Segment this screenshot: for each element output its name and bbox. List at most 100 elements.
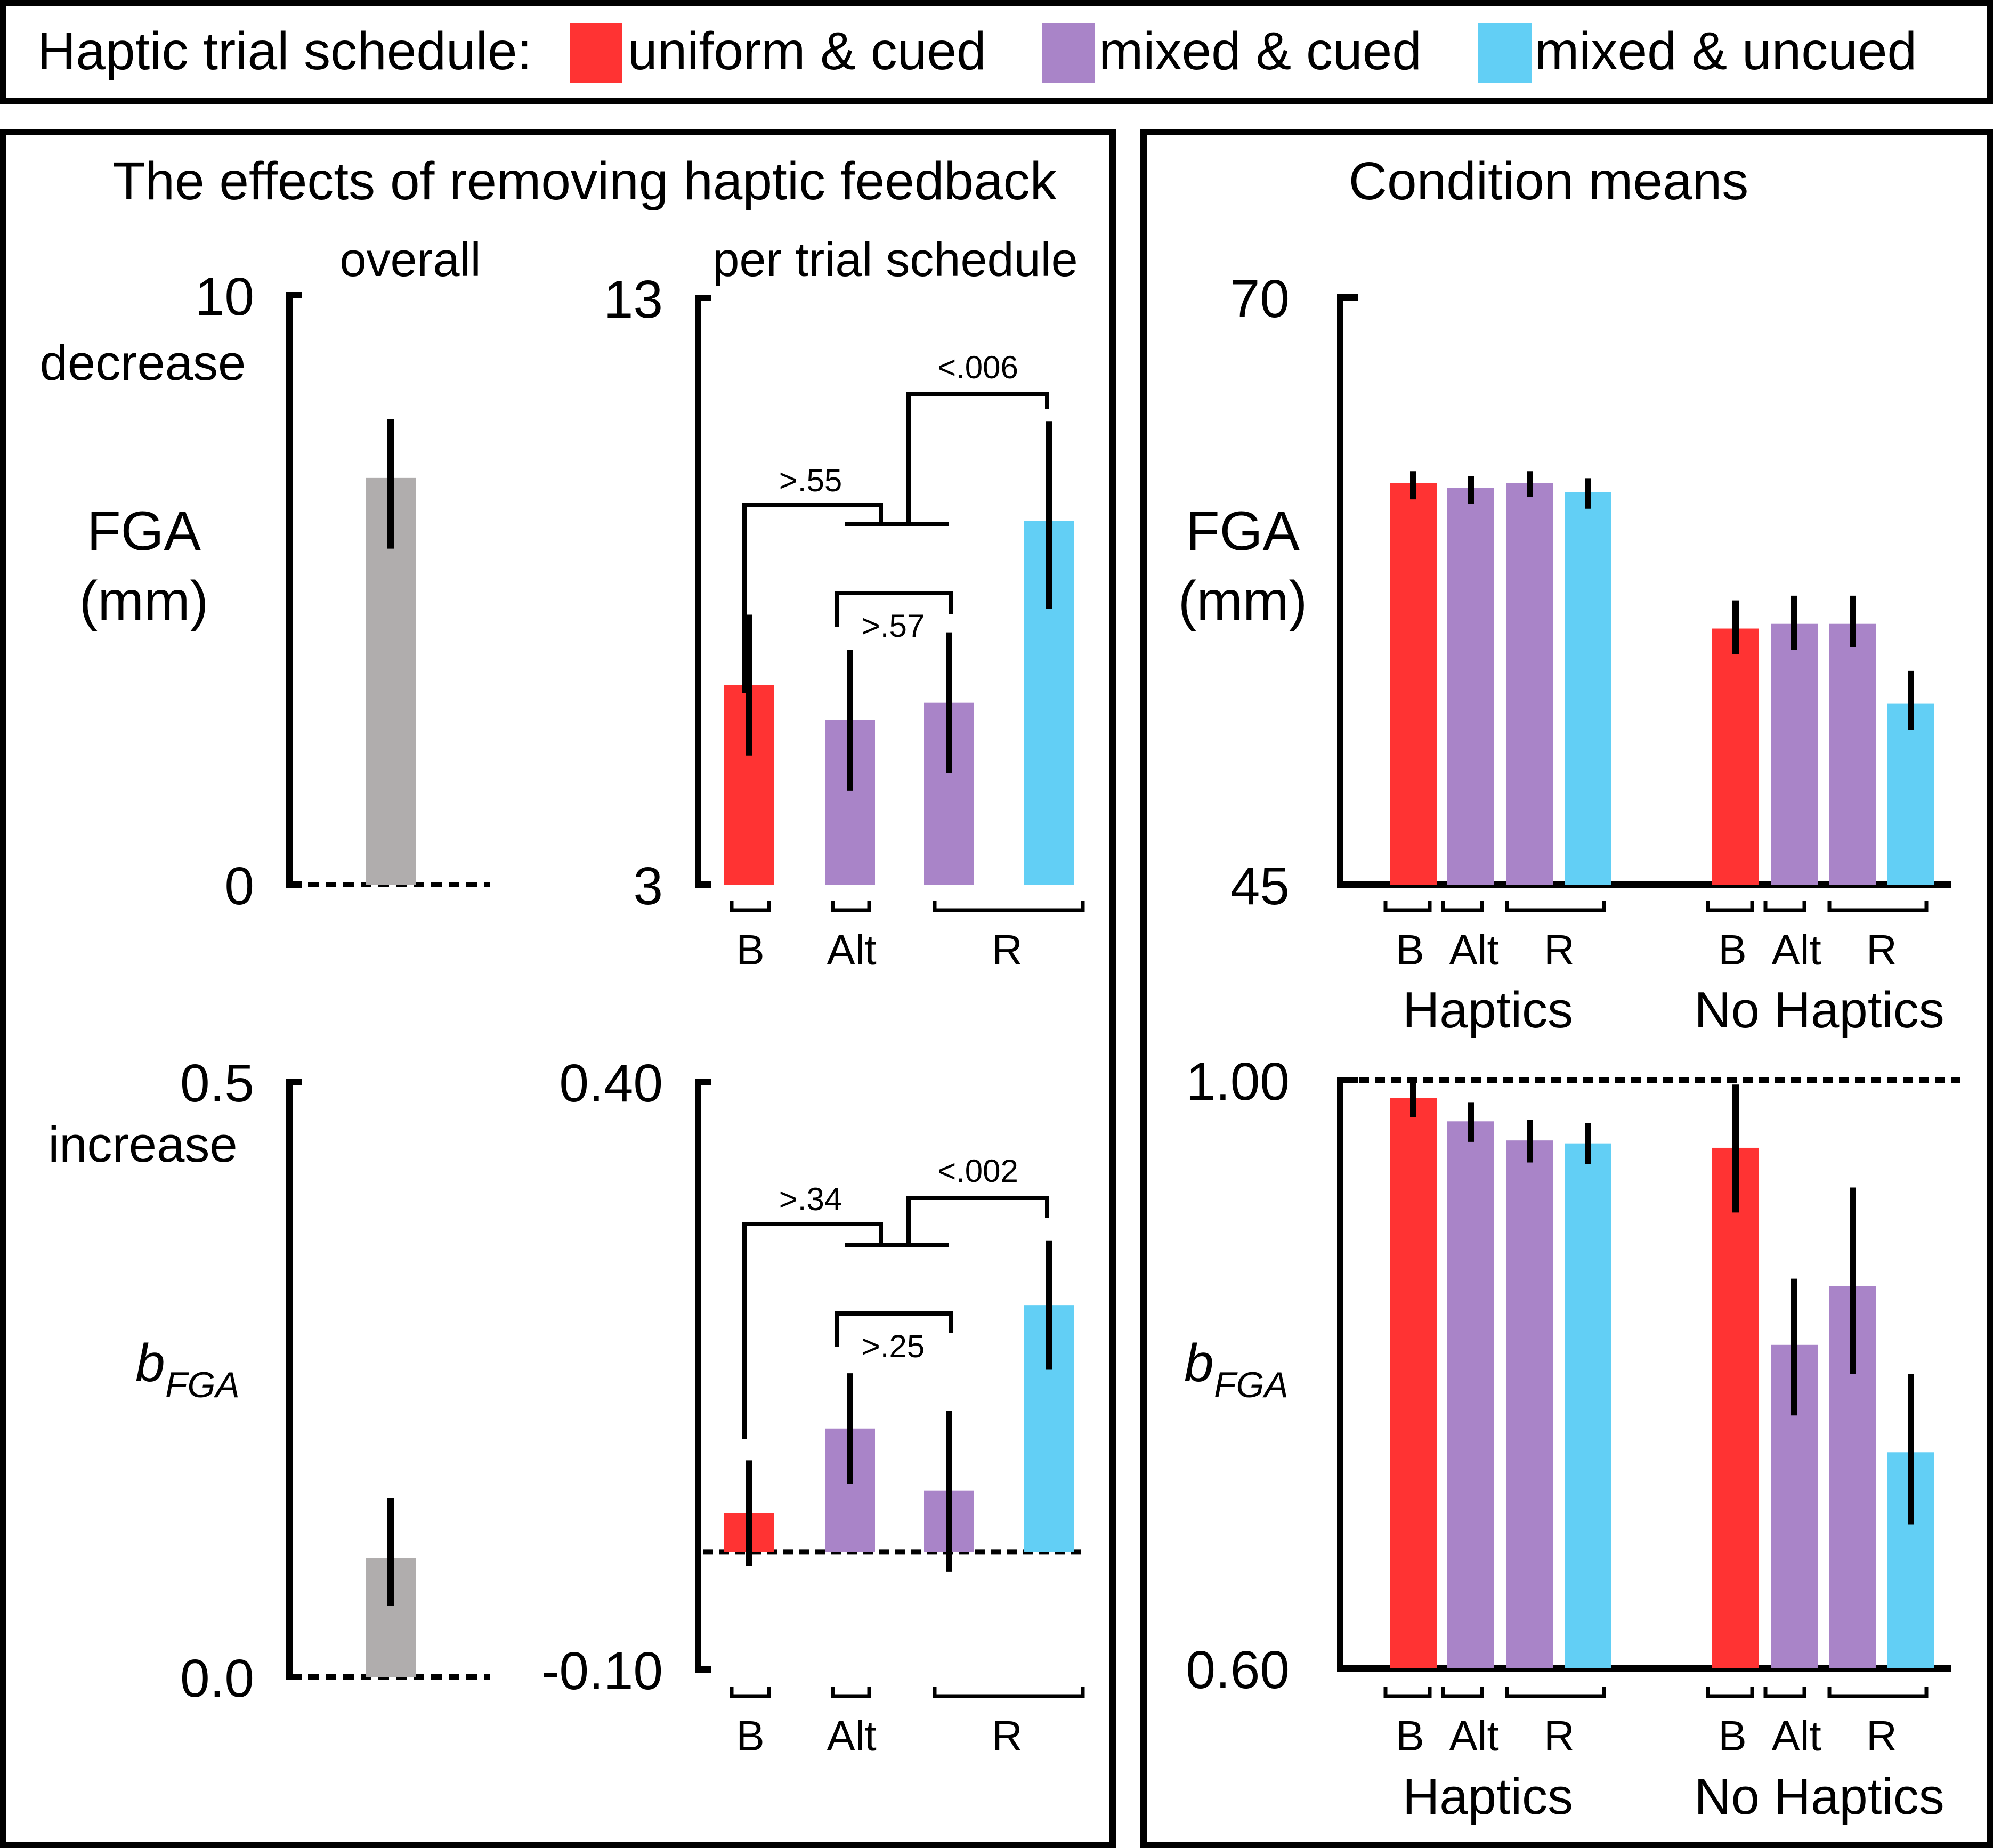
- subtitle-per-trial-schedule: per trial schedule: [712, 233, 1077, 287]
- fga_means-cat-bracket-no-haptics-r: [1827, 901, 1929, 912]
- fga_means-bar-haptics-r-cued: [1506, 483, 1553, 885]
- fga_means-cat-bracket-haptics-alt: [1441, 901, 1484, 912]
- legend-box: [0, 0, 1993, 104]
- fga_schedule-cat-bracket-alt: [831, 901, 871, 912]
- fga_means-cat-label-haptics-r: R: [1544, 926, 1575, 974]
- bfga_overall-ytick-label-max: 0.5: [180, 1053, 254, 1113]
- fga_means-cat-label-no-haptics-alt: Alt: [1771, 926, 1821, 974]
- fga-ylabel-right-line1: FGA: [1186, 500, 1300, 562]
- bfga-ylabel-left-sub: FGA: [165, 1365, 240, 1405]
- bfga_means-cat-bracket-no-haptics-alt: [1763, 1687, 1806, 1698]
- bfga_means-cat-bracket-no-haptics-b: [1706, 1687, 1754, 1698]
- bfga_schedule-cat-label-r: R: [992, 1712, 1023, 1760]
- group-label-no-haptics-bottom: No Haptics: [1694, 1768, 1945, 1825]
- direction-label-decrease: decrease: [40, 335, 246, 391]
- bfga_schedule-sig-bracket-alt-vs-r: [835, 1311, 953, 1347]
- bfga_means-cat-bracket-haptics-b: [1383, 1687, 1432, 1698]
- fga_schedule-sig-bracket-b-vs-alt: [742, 503, 883, 693]
- legend-swatch-mixed-uncued: [1478, 23, 1532, 83]
- bfga_means-cat-label-no-haptics-b: B: [1718, 1712, 1746, 1760]
- bfga_means-cat-label-haptics-alt: Alt: [1449, 1712, 1498, 1760]
- fga_schedule-cat-label-b: B: [736, 926, 764, 974]
- bfga_means-cat-label-haptics-b: B: [1396, 1712, 1424, 1760]
- legend-label-mixed-uncued: mixed & uncued: [1535, 21, 1917, 81]
- legend-label-mixed-cued: mixed & cued: [1099, 21, 1422, 81]
- fga_means-cat-bracket-no-haptics-alt: [1763, 901, 1806, 912]
- fga_means-bar-haptics-r-uncued: [1565, 492, 1611, 885]
- bfga_schedule-cat-label-alt: Alt: [827, 1712, 876, 1760]
- bfga_schedule-ytick-label-min: -0.10: [541, 1641, 663, 1701]
- bfga_means-bar-no-haptics-b: [1712, 1147, 1759, 1668]
- bfga_means-cat-bracket-haptics-r: [1505, 1687, 1606, 1698]
- fga_means-cat-bracket-no-haptics-b: [1706, 901, 1754, 912]
- left-panel-frame: [0, 129, 1116, 1848]
- group-label-no-haptics-top: No Haptics: [1694, 982, 1945, 1039]
- bfga_schedule-cat-bracket-r: [933, 1687, 1085, 1698]
- fga_means-cat-label-haptics-alt: Alt: [1449, 926, 1498, 974]
- bfga-ylabel-left-b: b: [135, 1333, 165, 1393]
- plots-layer: 10 0 0.5 0.0 13 3 >.55 >.57 <.006 B Alt R 0.40 -0.10 >…: [180, 267, 1966, 1760]
- fga-ylabel-left-line1: FGA: [87, 500, 201, 562]
- fga-ylabel-right-line2: (mm): [1178, 570, 1308, 632]
- bfga_schedule-cat-label-b: B: [736, 1712, 764, 1760]
- legend-swatch-mixed-cued: [1042, 23, 1095, 83]
- fga_schedule-cat-label-alt: Alt: [827, 926, 876, 974]
- bfga_means-cat-bracket-no-haptics-r: [1827, 1687, 1929, 1698]
- fga_overall-ytick-label-max: 10: [195, 267, 254, 327]
- bfga_overall-ytick-label-min: 0.0: [180, 1649, 254, 1708]
- left-panel-title: The effects of removing haptic feedback: [112, 151, 1057, 211]
- fga_schedule-ytick-label-max: 13: [604, 270, 663, 329]
- fga_means-ytick-label-min: 45: [1230, 856, 1290, 916]
- bfga_means-cat-label-no-haptics-alt: Alt: [1771, 1712, 1821, 1760]
- bfga_schedule-cat-bracket-alt: [831, 1687, 871, 1698]
- fga-ylabel-left-line2: (mm): [79, 570, 209, 632]
- bfga_means-cat-label-haptics-r: R: [1544, 1712, 1575, 1760]
- fga_means-cat-bracket-haptics-b: [1383, 901, 1432, 912]
- bfga_schedule-ytick-label-max: 0.40: [559, 1053, 663, 1113]
- bfga-ylabel-right-b: b: [1184, 1333, 1214, 1393]
- fga_means-cat-bracket-haptics-r: [1505, 901, 1606, 912]
- fga_means-bar-no-haptics-r-uncued: [1887, 703, 1934, 885]
- fga_means-ytick-label-max: 70: [1230, 269, 1290, 329]
- legend-label-uniform-cued: uniform & cued: [628, 21, 986, 81]
- fga_schedule-sig-label-alt-r: >.57: [862, 608, 925, 644]
- bfga_means-cat-bracket-haptics-alt: [1441, 1687, 1484, 1698]
- fga_schedule-cat-label-r: R: [992, 926, 1023, 974]
- fga_schedule-sig-label-uncued: <.006: [937, 350, 1018, 385]
- fga_schedule-ytick-label-min: 3: [633, 856, 663, 916]
- fga_overall-ytick-label-min: 0: [224, 856, 254, 916]
- fga_means-bar-no-haptics-alt: [1771, 623, 1818, 885]
- bfga_means-ytick-label-min: 0.60: [1186, 1640, 1290, 1700]
- fga_means-cat-label-no-haptics-b: B: [1718, 926, 1746, 974]
- bfga_schedule-sig-label-uncued: <.002: [937, 1153, 1018, 1189]
- bfga_schedule-sig-label-b: >.34: [779, 1181, 842, 1217]
- fga_schedule-cat-bracket-r: [933, 901, 1085, 912]
- fga_schedule-cat-bracket-b: [730, 901, 771, 912]
- bfga_schedule-sig-label-alt-r: >.25: [862, 1328, 925, 1364]
- fga_schedule-sig-bracket-alt-vs-r: [835, 591, 953, 627]
- group-label-haptics-bottom: Haptics: [1403, 1768, 1573, 1825]
- bfga_means-cat-label-no-haptics-r: R: [1866, 1712, 1897, 1760]
- right-panel-frame: [1140, 129, 1993, 1848]
- direction-label-increase: increase: [48, 1116, 237, 1172]
- bfga_means-ytick-label-max: 1.00: [1186, 1052, 1290, 1112]
- fga_schedule-sig-bracket-cued-vs-uncued: [906, 392, 1049, 524]
- bfga_means-bar-haptics-r-uncued: [1565, 1143, 1611, 1668]
- bfga_means-bar-haptics-alt: [1447, 1121, 1494, 1668]
- subtitle-overall: overall: [339, 233, 481, 287]
- fga_schedule-sig-label-b: >.55: [779, 463, 842, 498]
- legend-title: Haptic trial schedule:: [37, 21, 532, 81]
- fga_means-bar-no-haptics-b: [1712, 628, 1759, 885]
- group-label-haptics-top: Haptics: [1403, 982, 1573, 1039]
- legend-swatch-uniform-cued: [570, 23, 622, 83]
- bfga-ylabel-right-sub: FGA: [1214, 1365, 1289, 1405]
- fga_means-cat-label-haptics-b: B: [1396, 926, 1424, 974]
- bfga_means-bar-haptics-r-cued: [1506, 1140, 1553, 1668]
- bfga_schedule-sig-bracket-cued-vs-uncued: [906, 1196, 1049, 1245]
- fga_means-cat-label-no-haptics-r: R: [1866, 926, 1897, 974]
- bfga_schedule-cat-bracket-b: [730, 1687, 771, 1698]
- bfga_means-bar-haptics-b: [1390, 1098, 1437, 1668]
- bfga_schedule-sig-bracket-b-vs-alt: [742, 1222, 883, 1439]
- fga_means-bar-haptics-b: [1390, 483, 1437, 885]
